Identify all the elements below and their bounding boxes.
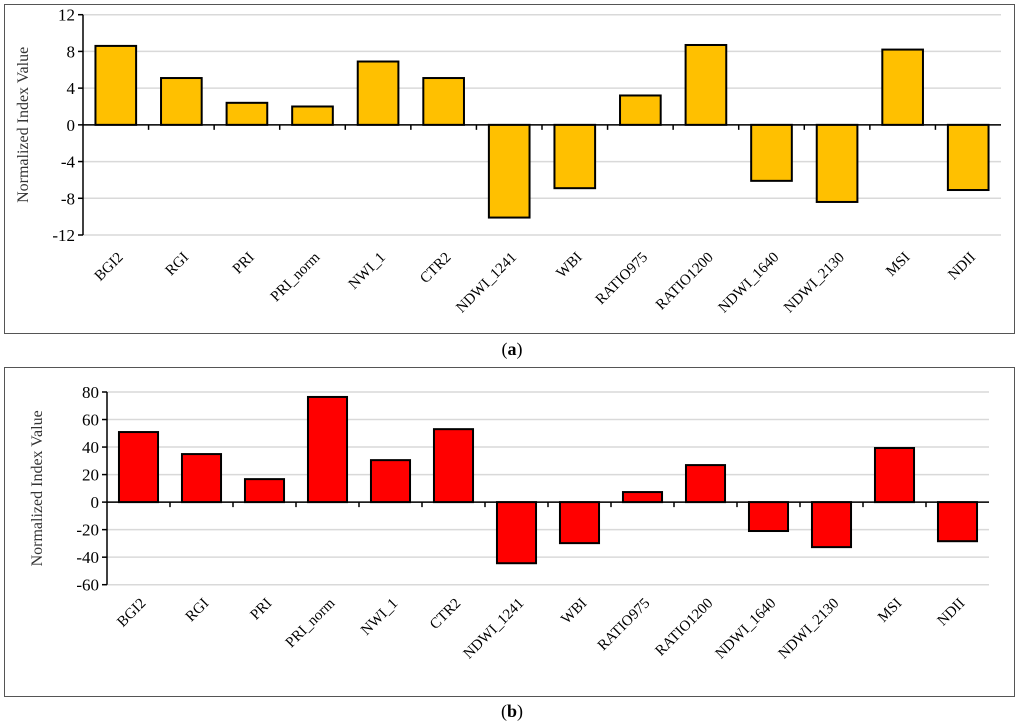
bar-RGI [180, 453, 223, 504]
bar-NWI_1 [369, 459, 412, 504]
y-tick-label: 4 [67, 79, 76, 98]
bar-BGI2 [94, 44, 138, 126]
panel-a [4, 4, 1015, 334]
bar-RATIO975 [619, 94, 662, 126]
bar-BGI2 [117, 431, 160, 504]
x-tick-label: BGI2 [114, 596, 149, 631]
y-tick-label: 8 [67, 42, 76, 61]
y-tick-label: -12 [52, 226, 75, 245]
x-tick-label: RATIO1200 [653, 596, 717, 660]
y-tick-label: 0 [91, 493, 100, 512]
x-tick-label: RATIO975 [595, 596, 653, 654]
bar-MSI [873, 447, 916, 504]
x-tick-label: NDWI_1640 [713, 596, 780, 663]
caption-a-label: a [507, 339, 517, 359]
y-tick-label: -20 [76, 521, 99, 540]
bar-RATIO1200 [684, 464, 727, 504]
bar-RGI [160, 77, 203, 126]
bar-RATIO975 [621, 491, 664, 504]
panel-b [4, 367, 1015, 697]
bar-NDWI_2130 [810, 501, 853, 549]
bar-CTR2 [422, 77, 465, 126]
x-tick-label: MSI [875, 596, 905, 626]
bar-NDWI_1241 [495, 501, 538, 565]
y-axis-label: Normalized Index Value [29, 410, 46, 566]
y-tick-label: -8 [61, 189, 75, 208]
x-tick-label: NDWI_2130 [776, 596, 843, 663]
bar-NDWI_1241 [487, 123, 531, 219]
x-tick-label: WBI [558, 596, 590, 628]
x-tick-label: NDII [935, 596, 969, 630]
y-axis-label: Normalized Index Value [15, 47, 32, 203]
y-tick-label: -40 [76, 548, 99, 567]
x-tick-label: RGI [183, 596, 213, 626]
y-tick-label: 60 [82, 411, 99, 430]
y-tick-label: -60 [76, 576, 99, 595]
caption-a: (a) [501, 339, 523, 359]
x-tick-label: PRI_norm [283, 595, 339, 651]
bar-NDWI_2130 [815, 123, 859, 203]
y-tick-label: -4 [61, 153, 76, 172]
y-tick-label: 40 [82, 438, 99, 457]
y-tick-label: 0 [67, 116, 76, 135]
bar-PRI_norm [306, 395, 349, 504]
bar-NDWI_1640 [747, 501, 790, 533]
x-tick-label: PRI [248, 596, 276, 624]
x-tick-label: NDWI_1241 [461, 596, 528, 663]
y-tick-label: 20 [82, 466, 99, 485]
bar-CTR2 [432, 428, 475, 504]
bar-NWI_1 [356, 60, 400, 126]
bar-RATIO1200 [684, 43, 728, 126]
bar-PRI [243, 478, 286, 504]
x-tick-label: NWI_1 [358, 596, 401, 639]
caption-b-label: b [506, 701, 517, 721]
bar-WBI [558, 501, 601, 545]
y-tick-label: 12 [58, 6, 75, 25]
caption-b: (b) [500, 701, 523, 721]
bar-WBI [553, 123, 597, 190]
x-tick-label: CTR2 [427, 596, 464, 633]
bar-NDII [936, 501, 979, 543]
y-tick-label: 80 [82, 383, 99, 402]
